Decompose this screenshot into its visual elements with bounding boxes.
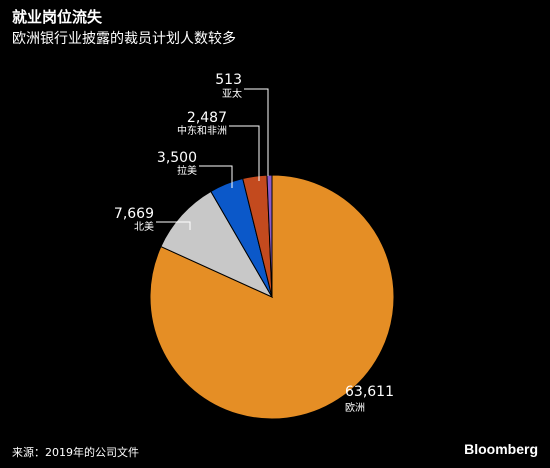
slice-category-label: 欧洲: [345, 402, 365, 414]
chart-title: 就业岗位流失: [12, 8, 103, 26]
slice-value-label: 3,500: [157, 150, 197, 166]
slice-category-label: 北美: [134, 220, 154, 233]
leader-line-4: [244, 88, 269, 176]
leader-line-2: [199, 165, 233, 188]
leader-line-3: [229, 125, 260, 181]
slice-category-label: 拉美: [177, 164, 197, 177]
slice-value-label: 7,669: [114, 206, 154, 222]
slice-value-label: 513: [215, 72, 242, 88]
source-note: 来源：2019年的公司文件: [12, 446, 139, 459]
slice-category-label: 中东和非洲: [177, 124, 227, 137]
pie-slice-4: [266, 174, 273, 298]
chart-subtitle: 欧洲银行业披露的裁员计划人数较多: [12, 31, 236, 47]
slice-category-label: 亚太: [222, 87, 242, 100]
bloomberg-logo: Bloomberg: [464, 441, 538, 457]
leader-line-1: [156, 221, 191, 230]
slice-value-label: 63,611: [345, 384, 394, 400]
slice-value-label: 2,487: [187, 110, 227, 126]
pie-slice-1: [160, 190, 274, 299]
